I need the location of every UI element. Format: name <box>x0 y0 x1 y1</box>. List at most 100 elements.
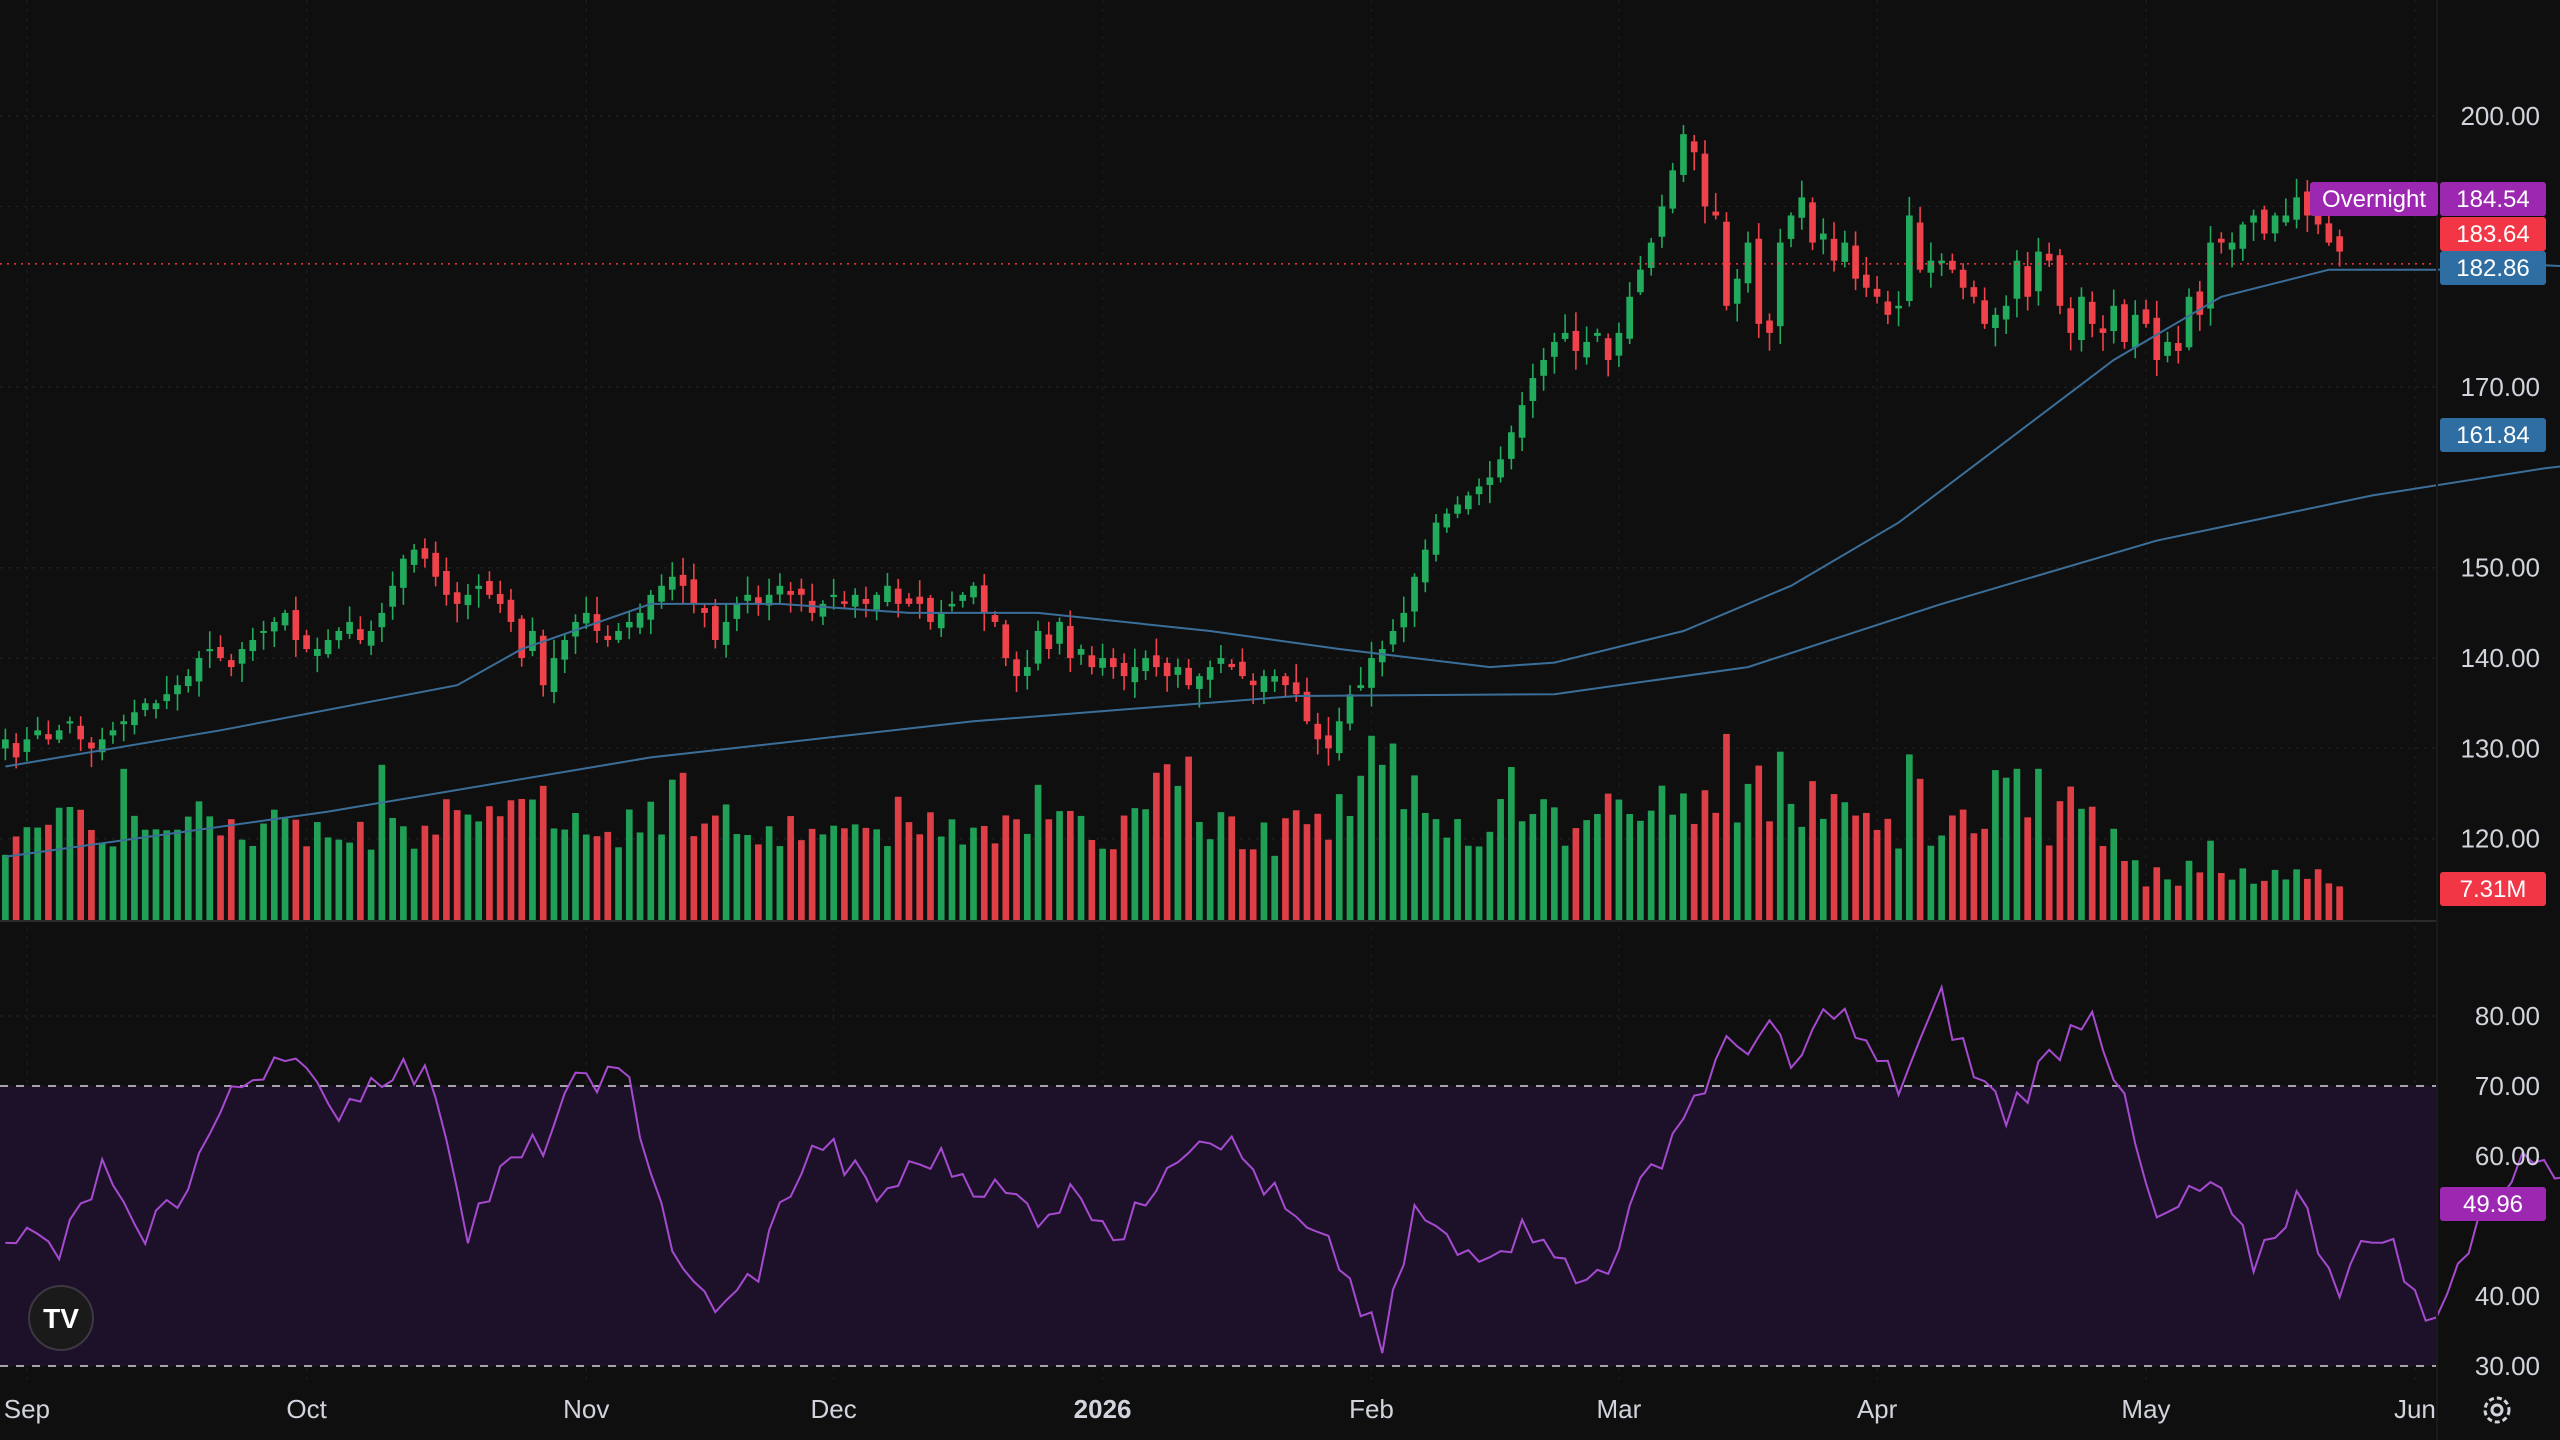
volume-bar <box>410 848 418 920</box>
candle-body <box>1712 211 1720 216</box>
candle-body <box>1475 486 1483 495</box>
volume-bar <box>1056 811 1063 920</box>
svg-text:49.96: 49.96 <box>2463 1191 2523 1218</box>
candle-body <box>1292 682 1300 695</box>
volume-bar <box>851 824 859 920</box>
candle-body <box>798 588 805 595</box>
candle-body <box>1034 630 1042 664</box>
volume-bar <box>1583 820 1590 920</box>
volume-bar <box>2024 817 2032 920</box>
candle-body <box>1346 694 1354 724</box>
candle-body <box>2196 291 2204 315</box>
candle-body <box>1594 332 1601 336</box>
volume-bar <box>1303 824 1311 920</box>
candle-body <box>281 612 289 626</box>
svg-text:184.54: 184.54 <box>2456 186 2529 213</box>
candle-body <box>410 549 418 565</box>
volume-bar <box>2207 840 2214 920</box>
volume-bar <box>625 809 633 920</box>
candle-body <box>45 734 52 740</box>
candle-body <box>443 571 450 595</box>
candle-body <box>227 660 235 668</box>
volume-bar <box>346 842 353 920</box>
volume-bar <box>1949 815 1956 920</box>
volume-bar <box>2239 868 2247 920</box>
candle-body <box>518 618 526 659</box>
volume-bar <box>2045 845 2053 920</box>
candle-body <box>873 594 881 610</box>
price-tick-label: 200.00 <box>2460 101 2540 131</box>
candle-body <box>561 640 569 660</box>
volume-bar <box>475 821 483 920</box>
volume-bar <box>1690 823 1698 920</box>
volume-bar <box>217 835 224 920</box>
rsi-value-badge: 49.96 <box>2440 1187 2546 1221</box>
volume-bar <box>916 834 924 920</box>
candle-body <box>690 579 698 604</box>
candlesticks[interactable] <box>2 125 2343 769</box>
volume-bar <box>1744 783 1752 920</box>
tradingview-logo[interactable]: TV <box>28 1285 94 1351</box>
candle-body <box>658 585 665 602</box>
volume-bar <box>2293 869 2300 920</box>
candle-body <box>1206 667 1214 680</box>
volume-bar <box>604 831 612 920</box>
candle-body <box>959 594 967 601</box>
volume-bar <box>260 823 267 920</box>
candle-body <box>2131 314 2139 348</box>
volume-bar <box>1809 781 1816 920</box>
candle-body <box>1335 721 1343 754</box>
volume-bar <box>432 834 439 920</box>
candle-body <box>2024 266 2032 297</box>
volume-bar <box>1249 849 1257 920</box>
candle-body <box>1282 676 1289 686</box>
volume-bar <box>163 830 171 920</box>
volume-bar <box>561 829 569 920</box>
candle-body <box>313 649 321 656</box>
gear-icon[interactable] <box>2483 1396 2511 1424</box>
volume-bar <box>1368 735 1375 920</box>
candle-body <box>55 730 63 740</box>
price-tick-label: 120.00 <box>2460 824 2540 854</box>
candle-body <box>1615 332 1623 356</box>
volume-bar <box>2 854 9 920</box>
candle-body <box>776 585 784 595</box>
volume-bar <box>1981 828 1988 920</box>
candle-body <box>894 588 902 604</box>
last-price-badge: 183.64 <box>2440 217 2546 251</box>
candle-body <box>1744 242 1752 284</box>
time-axis[interactable]: SepOctNovDec2026FebMarAprMayJunJulAugSep <box>4 1394 2560 1424</box>
volume-bar <box>2035 768 2042 920</box>
candle-body <box>1314 723 1322 740</box>
volume-bar <box>905 822 913 920</box>
volume-bar <box>980 825 988 920</box>
volume-bar <box>2304 878 2311 920</box>
candle-body <box>1174 667 1182 675</box>
candle-body <box>1540 360 1547 376</box>
rsi-axis[interactable]: 80.00 70.00 60.00 40.00 30.00 <box>2475 1001 2540 1381</box>
candle-body <box>1862 274 1870 288</box>
volume-bar <box>281 818 289 920</box>
volume-bar <box>1325 839 1332 920</box>
candle-body <box>905 598 913 604</box>
volume-bar <box>2174 885 2182 920</box>
volume-bar <box>658 834 665 920</box>
volume-bar <box>1561 845 1569 920</box>
candle-body <box>109 730 117 736</box>
candle-body <box>1421 549 1429 583</box>
candle-body <box>1196 676 1203 689</box>
candle-body <box>1508 432 1515 459</box>
candle-body <box>1228 663 1235 668</box>
candle-body <box>1120 662 1128 677</box>
volume-bar <box>1464 845 1472 920</box>
volume-bar <box>1346 815 1354 920</box>
candle-body <box>2228 242 2236 250</box>
volume-bar <box>1400 809 1408 920</box>
volume-bar <box>1529 814 1537 920</box>
candle-body <box>152 703 160 710</box>
volume-bar <box>1970 833 1978 920</box>
volume-bar <box>1389 743 1397 920</box>
volume-bar <box>88 829 95 920</box>
volume-bar <box>2088 806 2096 920</box>
